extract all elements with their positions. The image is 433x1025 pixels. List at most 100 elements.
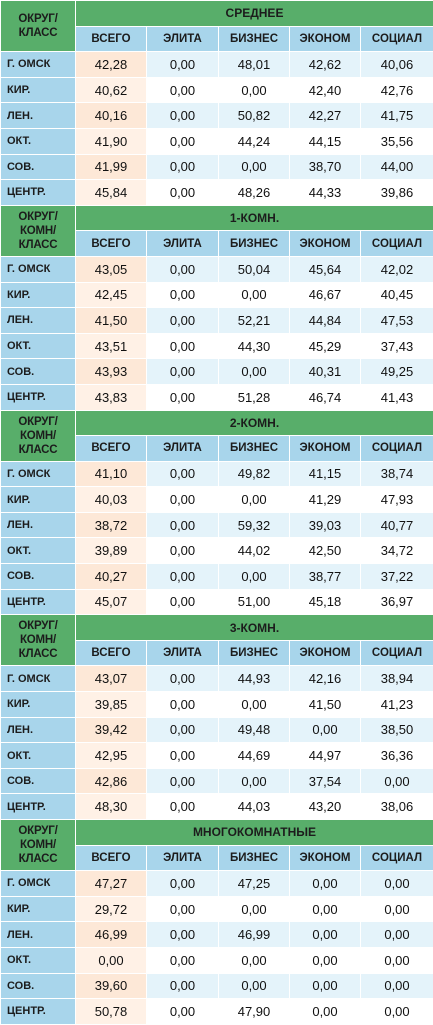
row-label: СОВ.	[1, 973, 76, 999]
value-cell: 0,00	[219, 973, 290, 999]
value-cell: 44,03	[219, 794, 290, 820]
value-cell: 0,00	[147, 154, 219, 180]
value-cell: 0,00	[361, 871, 433, 897]
column-header: СОЦИАЛ	[361, 845, 433, 871]
value-cell: 35,56	[361, 128, 433, 154]
value-cell: 0,00	[219, 564, 290, 590]
value-cell: 0,00	[147, 999, 219, 1025]
value-cell: 40,45	[361, 282, 433, 308]
value-cell: 0,00	[147, 512, 219, 538]
total-cell: 41,90	[76, 128, 147, 154]
value-cell: 47,90	[219, 999, 290, 1025]
value-cell: 47,53	[361, 308, 433, 334]
total-cell: 43,83	[76, 384, 147, 410]
value-cell: 51,28	[219, 384, 290, 410]
row-label: Г. ОМСК	[1, 461, 76, 487]
row-label: ЦЕНТР.	[1, 589, 76, 615]
column-header: ВСЕГО	[76, 845, 147, 871]
value-cell: 45,18	[290, 589, 361, 615]
total-cell: 41,99	[76, 154, 147, 180]
value-cell: 42,62	[290, 52, 361, 78]
column-header: СОЦИАЛ	[361, 640, 433, 666]
total-cell: 39,60	[76, 973, 147, 999]
row-label: СОВ.	[1, 564, 76, 590]
row-label: Г. ОМСК	[1, 666, 76, 692]
section-corner-label: ОКРУГ/ КОМН/ КЛАСС	[1, 820, 76, 871]
value-cell: 0,00	[147, 461, 219, 487]
value-cell: 41,43	[361, 384, 433, 410]
row-label: ЦЕНТР.	[1, 999, 76, 1025]
total-cell: 42,95	[76, 743, 147, 769]
value-cell: 0,00	[147, 538, 219, 564]
value-cell: 0,00	[361, 922, 433, 948]
value-cell: 49,48	[219, 717, 290, 743]
value-cell: 41,15	[290, 461, 361, 487]
total-cell: 39,89	[76, 538, 147, 564]
column-header: БИЗНЕС	[219, 26, 290, 52]
value-cell: 48,26	[219, 180, 290, 206]
value-cell: 37,54	[290, 768, 361, 794]
value-cell: 46,74	[290, 384, 361, 410]
row-label: ЛЕН.	[1, 512, 76, 538]
column-header: ЭЛИТА	[147, 26, 219, 52]
total-cell: 29,72	[76, 896, 147, 922]
row-label: ЦЕНТР.	[1, 384, 76, 410]
value-cell: 43,20	[290, 794, 361, 820]
value-cell: 40,77	[361, 512, 433, 538]
value-cell: 36,36	[361, 743, 433, 769]
total-cell: 50,78	[76, 999, 147, 1025]
value-cell: 0,00	[147, 564, 219, 590]
value-cell: 0,00	[147, 768, 219, 794]
section-corner-label: ОКРУГ/ КЛАСС	[1, 1, 76, 52]
total-cell: 0,00	[76, 947, 147, 973]
value-cell: 44,69	[219, 743, 290, 769]
value-cell: 38,70	[290, 154, 361, 180]
value-cell: 52,21	[219, 308, 290, 334]
value-cell: 44,15	[290, 128, 361, 154]
section-title: СРЕДНЕЕ	[76, 1, 433, 27]
value-cell: 0,00	[147, 896, 219, 922]
value-cell: 59,32	[219, 512, 290, 538]
value-cell: 0,00	[147, 384, 219, 410]
value-cell: 41,50	[290, 692, 361, 718]
total-cell: 41,50	[76, 308, 147, 334]
value-cell: 41,29	[290, 487, 361, 513]
row-label: ОКТ.	[1, 538, 76, 564]
value-cell: 0,00	[147, 103, 219, 129]
column-header: ЭКОНОМ	[290, 26, 361, 52]
total-cell: 41,10	[76, 461, 147, 487]
column-header: БИЗНЕС	[219, 231, 290, 257]
row-label: СОВ.	[1, 768, 76, 794]
column-header: СОЦИАЛ	[361, 231, 433, 257]
value-cell: 38,94	[361, 666, 433, 692]
total-cell: 43,05	[76, 256, 147, 282]
row-label: КИР.	[1, 896, 76, 922]
value-cell: 0,00	[147, 77, 219, 103]
total-cell: 40,03	[76, 487, 147, 513]
row-label: СОВ.	[1, 154, 76, 180]
row-label: КИР.	[1, 487, 76, 513]
value-cell: 0,00	[290, 999, 361, 1025]
row-label: ОКТ.	[1, 743, 76, 769]
column-header: БИЗНЕС	[219, 640, 290, 666]
row-label: ЛЕН.	[1, 717, 76, 743]
row-label: ЛЕН.	[1, 103, 76, 129]
total-cell: 39,85	[76, 692, 147, 718]
value-cell: 0,00	[147, 871, 219, 897]
column-header: ЭКОНОМ	[290, 231, 361, 257]
row-label: КИР.	[1, 692, 76, 718]
value-cell: 0,00	[290, 973, 361, 999]
total-cell: 47,27	[76, 871, 147, 897]
